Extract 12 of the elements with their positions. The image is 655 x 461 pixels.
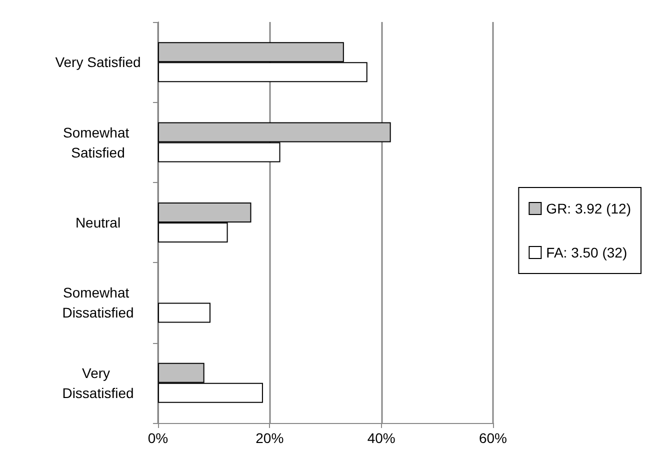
- x-tick-label: 20%: [256, 430, 284, 446]
- bar: [158, 302, 210, 323]
- y-tick-label: Somewhat Satisfied: [62, 124, 134, 160]
- y-tick-label: Somewhat Dissatisfied: [62, 284, 134, 321]
- legend-label: FA: 3.50 (32): [546, 244, 628, 260]
- x-tick-label: 60%: [478, 430, 508, 446]
- x-tick-label: 0%: [148, 430, 168, 446]
- y-tick-label: Very Satisfied: [55, 54, 141, 70]
- y-tick-label: Neutral: [75, 214, 121, 230]
- x-tick-label: 40%: [367, 430, 396, 446]
- y-tick-label: Very Dissatisfied: [62, 364, 134, 401]
- legend-label: GR: 3.92 (12): [546, 200, 632, 216]
